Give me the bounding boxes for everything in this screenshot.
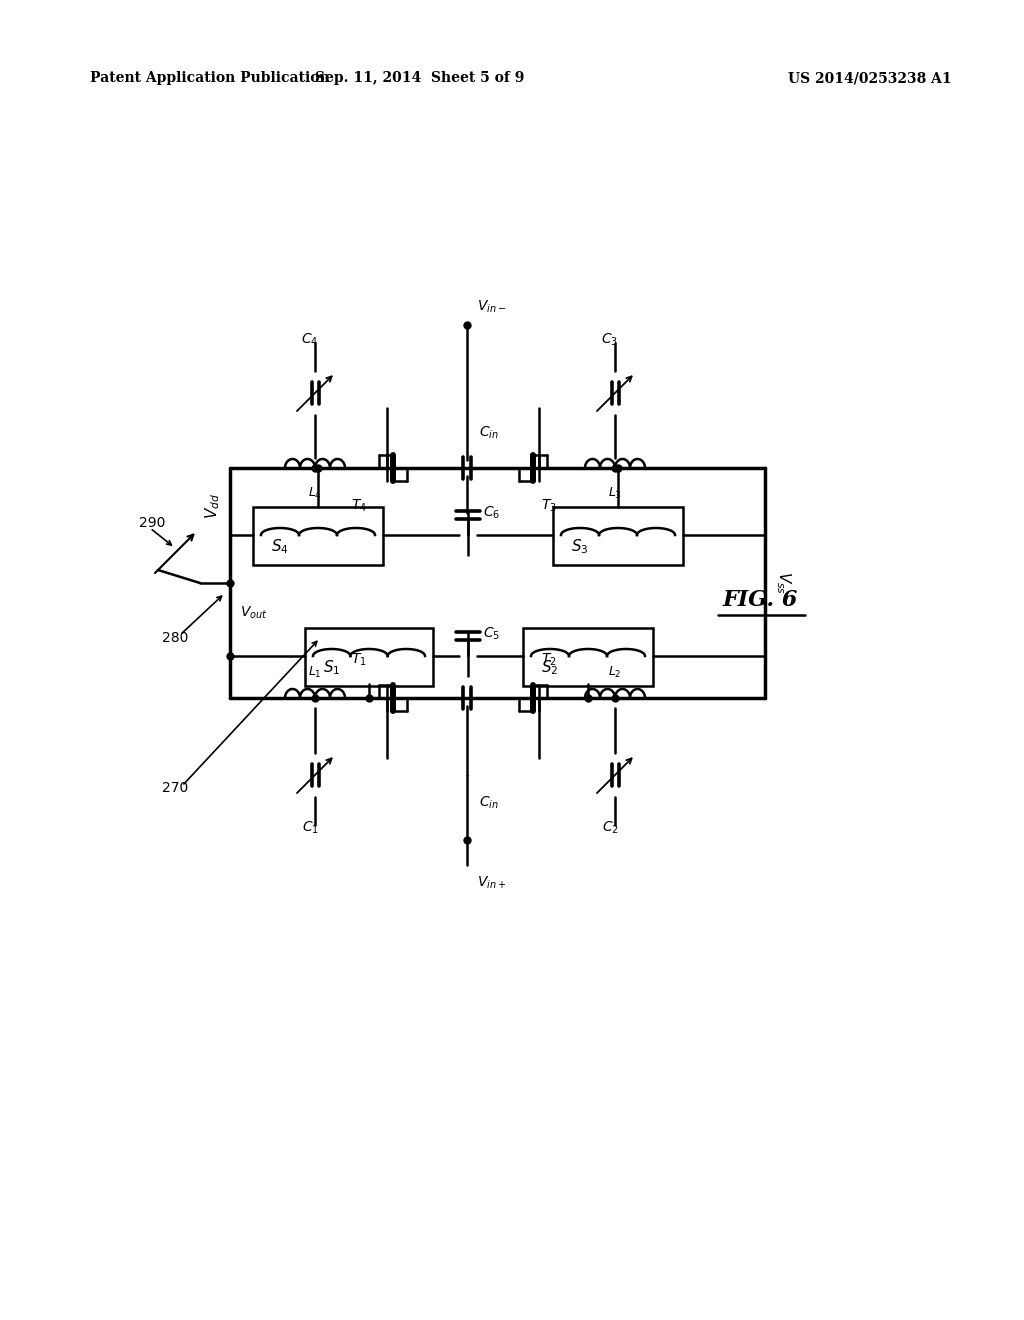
Text: 290: 290 — [139, 516, 165, 531]
Text: $S_3$: $S_3$ — [571, 537, 589, 556]
Bar — [553, 507, 683, 565]
Text: $S_1$: $S_1$ — [323, 659, 340, 677]
Text: $L_4$: $L_4$ — [308, 486, 322, 502]
Text: $T_3$: $T_3$ — [541, 498, 557, 515]
Text: $C_{in}$: $C_{in}$ — [479, 795, 499, 812]
Text: $L_3$: $L_3$ — [608, 486, 622, 502]
Text: US 2014/0253238 A1: US 2014/0253238 A1 — [788, 71, 952, 84]
Text: $V_{dd}$: $V_{dd}$ — [204, 492, 222, 519]
Text: $V_{in-}$: $V_{in-}$ — [477, 298, 506, 315]
Text: $C_5$: $C_5$ — [483, 626, 500, 643]
Text: 280: 280 — [162, 631, 188, 645]
Text: Sep. 11, 2014  Sheet 5 of 9: Sep. 11, 2014 Sheet 5 of 9 — [315, 71, 524, 84]
Text: FIG. 6: FIG. 6 — [722, 589, 798, 611]
Text: $C_6$: $C_6$ — [483, 504, 500, 521]
Text: Patent Application Publication: Patent Application Publication — [90, 71, 330, 84]
Text: $C_3$: $C_3$ — [601, 331, 618, 348]
Text: $V_{out}$: $V_{out}$ — [240, 605, 267, 622]
Text: $C_2$: $C_2$ — [601, 820, 618, 837]
Text: $C_1$: $C_1$ — [301, 820, 318, 837]
Text: $S_2$: $S_2$ — [541, 659, 558, 677]
Text: $V_{ss}$: $V_{ss}$ — [774, 572, 793, 594]
Text: $T_4$: $T_4$ — [351, 498, 367, 515]
Text: $S_4$: $S_4$ — [271, 537, 289, 556]
Bar — [523, 628, 653, 686]
Text: $C_{in}$: $C_{in}$ — [479, 425, 499, 441]
Text: $V_{in+}$: $V_{in+}$ — [477, 875, 506, 891]
Text: $T_2$: $T_2$ — [541, 652, 557, 668]
Text: $T_1$: $T_1$ — [351, 652, 367, 668]
Bar — [253, 507, 383, 565]
Text: 270: 270 — [162, 781, 188, 795]
Text: $L_2$: $L_2$ — [608, 665, 622, 680]
Text: $C_4$: $C_4$ — [301, 331, 318, 348]
Text: $L_1$: $L_1$ — [308, 665, 322, 680]
Bar — [305, 628, 433, 686]
